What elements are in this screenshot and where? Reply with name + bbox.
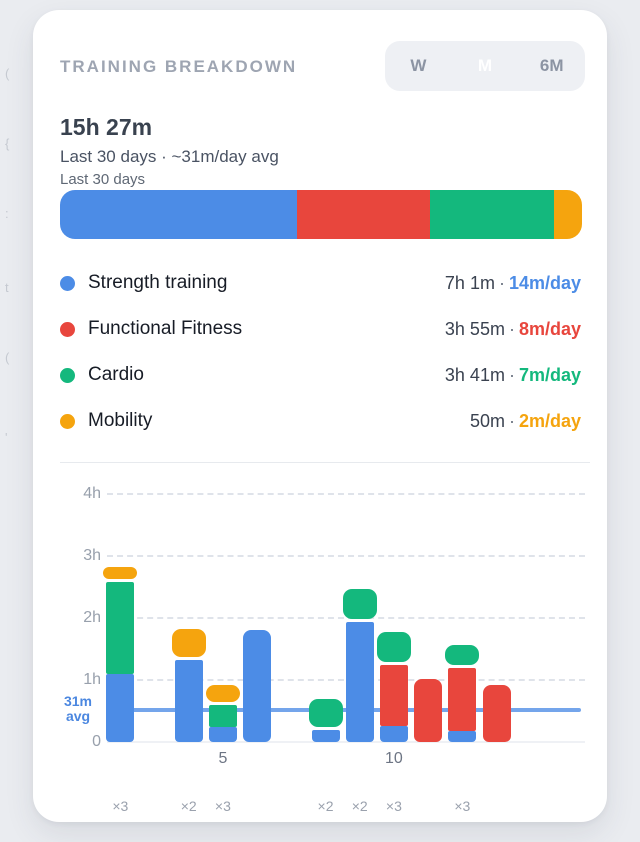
strength-color-dot bbox=[60, 275, 75, 291]
cardio-color-dot bbox=[60, 367, 75, 383]
period-segmented-control: W M 6M bbox=[385, 41, 585, 91]
summary-subtitle: Last 30 days · ~31m/day avg bbox=[60, 147, 279, 166]
sessions-multiplier-label: ×2 bbox=[351, 798, 368, 814]
gridline bbox=[107, 617, 585, 619]
legend-value: 7h 1m · 14m/day bbox=[444, 272, 581, 293]
card-title: TRAINING BREAKDOWN bbox=[60, 57, 298, 76]
legend-value: 3h 55m · 8m/day bbox=[444, 318, 581, 339]
legend-row-strength: Strength training 7h 1m · 14m/day bbox=[60, 260, 581, 306]
chart-bar-segment[interactable] bbox=[414, 679, 443, 742]
clipped-background-glyph: : bbox=[5, 206, 9, 221]
chart-bar-segment[interactable] bbox=[376, 632, 411, 662]
distribution-stacked-bar bbox=[60, 190, 582, 239]
y-axis-label: 4h bbox=[83, 485, 101, 502]
clipped-background-glyph: ( bbox=[5, 350, 10, 365]
chart-bar-segment[interactable] bbox=[448, 731, 477, 742]
legend-value: 3h 41m · 7m/day bbox=[444, 364, 581, 385]
chart-bar-segment[interactable] bbox=[103, 567, 138, 579]
daily-training-bar-chart: 0 1h 2h 3h 4h 31m avg ×3 ×2 ×3 ×2 ×2 ×3 ×3 5 10 bbox=[33, 10, 607, 822]
gridline bbox=[107, 555, 585, 557]
distribution-segment bbox=[429, 190, 554, 239]
sessions-multiplier-label: ×3 bbox=[454, 798, 471, 814]
legend-label: Strength training bbox=[88, 272, 228, 293]
training-breakdown-card: TRAINING BREAKDOWN W M 6M 15h 27m Last 3… bbox=[33, 10, 607, 822]
mobility-color-dot bbox=[60, 413, 75, 429]
legend-label: Mobility bbox=[88, 410, 153, 431]
average-line bbox=[107, 707, 581, 712]
distribution-bar-caption: Last 30 days bbox=[60, 171, 146, 188]
legend-label: Cardio bbox=[88, 364, 144, 385]
chart-bar-segment[interactable] bbox=[208, 705, 237, 727]
chart-bar-segment[interactable] bbox=[311, 730, 340, 742]
chart-bar-segment[interactable] bbox=[482, 685, 511, 742]
clipped-background-glyph: t bbox=[5, 280, 9, 295]
clipped-background-glyph: { bbox=[5, 136, 10, 151]
segment-option-month[interactable]: M bbox=[452, 56, 519, 76]
segment-option-week[interactable]: W bbox=[385, 56, 452, 76]
y-axis-label: 1h bbox=[83, 671, 101, 688]
average-line-label: 31m avg bbox=[63, 692, 93, 724]
chart-bar-segment[interactable] bbox=[208, 727, 237, 742]
y-axis-label: 3h bbox=[83, 547, 101, 564]
sessions-multiplier-label: ×3 bbox=[112, 798, 129, 814]
legend-value: 50m · 2m/day bbox=[469, 410, 581, 431]
gridline bbox=[107, 493, 585, 495]
chart-bar-segment[interactable] bbox=[448, 668, 477, 731]
chart-bar-segment[interactable] bbox=[445, 645, 480, 665]
sessions-multiplier-label: ×2 bbox=[180, 798, 197, 814]
chart-bar-segment[interactable] bbox=[174, 660, 203, 742]
clipped-background-glyph: ( bbox=[5, 66, 10, 81]
chart-bar-segment[interactable] bbox=[379, 665, 408, 726]
total-duration: 15h 27m bbox=[60, 114, 153, 140]
y-axis-label: 0 bbox=[92, 733, 101, 750]
sessions-multiplier-label: ×3 bbox=[385, 798, 402, 814]
chart-bar-segment[interactable] bbox=[106, 582, 135, 674]
chart-bar-segment[interactable] bbox=[342, 589, 377, 619]
chart-bar-segment[interactable] bbox=[345, 622, 374, 742]
chart-bar-segment[interactable] bbox=[106, 674, 135, 742]
x-axis-label: 10 bbox=[384, 750, 403, 767]
sessions-multiplier-label: ×2 bbox=[317, 798, 334, 814]
x-axis-label: 5 bbox=[218, 750, 228, 767]
legend-row-mobility: Mobility 50m · 2m/day bbox=[60, 398, 581, 444]
functional-color-dot bbox=[60, 321, 75, 337]
sessions-multiplier-label: ×3 bbox=[214, 798, 231, 814]
chart-bar-segment[interactable] bbox=[205, 685, 240, 702]
gridline bbox=[107, 741, 585, 743]
chart-bar-segment[interactable] bbox=[379, 726, 408, 742]
chart-bar-segment[interactable] bbox=[243, 630, 272, 742]
chart-bar-segment[interactable] bbox=[171, 629, 206, 657]
distribution-segment bbox=[296, 190, 430, 239]
chart-bar-segment[interactable] bbox=[308, 699, 343, 727]
legend-row-functional: Functional Fitness 3h 55m · 8m/day bbox=[60, 306, 581, 352]
legend: Strength training 7h 1m · 14m/day Function… bbox=[60, 260, 581, 444]
clipped-background-glyph: ' bbox=[5, 430, 8, 445]
y-axis-label: 2h bbox=[83, 609, 101, 626]
segment-option-6months[interactable]: 6M bbox=[518, 56, 585, 76]
legend-label: Functional Fitness bbox=[88, 318, 243, 339]
section-divider bbox=[60, 462, 590, 463]
distribution-segment bbox=[553, 190, 582, 239]
distribution-segment bbox=[60, 190, 297, 239]
legend-row-cardio: Cardio 3h 41m · 7m/day bbox=[60, 352, 581, 398]
